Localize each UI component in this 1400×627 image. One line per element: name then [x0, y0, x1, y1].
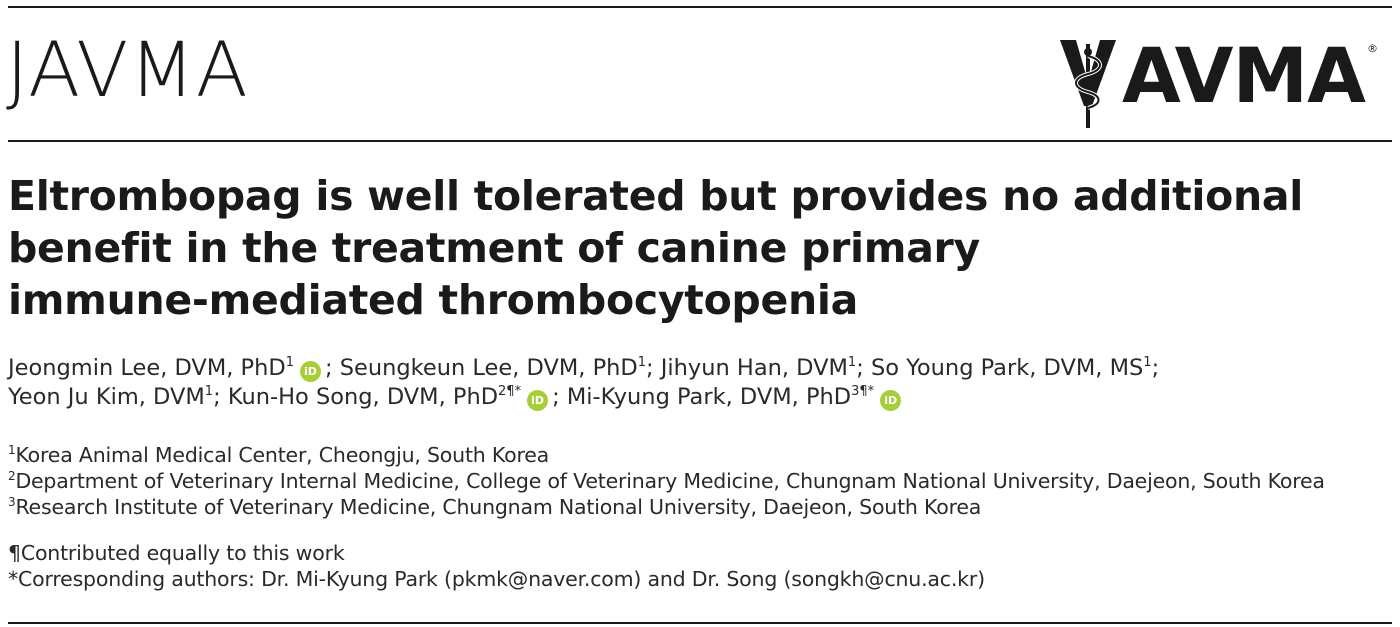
header-divider — [8, 140, 1392, 142]
author-line-1: Jeongmin Lee, DVM, PhD1iD; Seungkeun Lee… — [8, 354, 1392, 383]
equal-contribution-note: ¶Contributed equally to this work — [8, 541, 345, 565]
author-affiliation-sup: 1 — [637, 355, 647, 370]
affiliation-text: Korea Animal Medical Center, Cheongju, S… — [15, 443, 550, 467]
article-title: Eltrombopag is well tolerated but provid… — [8, 170, 1388, 326]
author-name: Yeon Ju Kim, DVM — [8, 384, 205, 410]
author-affiliation-sup: 1 — [285, 355, 294, 370]
author-affiliation-sup: 1 — [1143, 355, 1152, 370]
corresponding-author-note: *Corresponding authors: Dr. Mi-Kyung Par… — [8, 567, 985, 591]
author-separator: ; — [213, 384, 221, 410]
affiliation-sup: 3 — [8, 495, 16, 509]
author-name: Kun-Ho Song, DVM, PhD — [227, 384, 499, 410]
author-line-2: Yeon Ju Kim, DVM1; Kun-Ho Song, DVM, PhD… — [8, 383, 1392, 412]
author-separator: ; — [552, 384, 560, 410]
title-line: immune-mediated thrombocytopenia — [8, 276, 858, 324]
journal-name: JAVMA — [6, 25, 249, 114]
author-notes: ¶Contributed equally to this work *Corre… — [8, 540, 1392, 592]
affiliation-item: 1Korea Animal Medical Center, Cheongju, … — [8, 442, 1398, 468]
author-list: Jeongmin Lee, DVM, PhD1iD; Seungkeun Lee… — [8, 354, 1392, 412]
author-separator: ; — [856, 355, 864, 381]
caduceus-v-icon — [1060, 40, 1116, 128]
affiliation-sup: 2 — [8, 469, 16, 483]
bottom-rule — [8, 622, 1392, 624]
author-name: Seungkeun Lee, DVM, PhD — [339, 355, 638, 381]
author-name: Jeongmin Lee, DVM, PhD — [8, 355, 286, 381]
top-rule — [8, 6, 1392, 8]
orcid-icon[interactable]: iD — [527, 390, 549, 411]
author-affiliation-sup: 2¶* — [498, 384, 522, 399]
orcid-icon[interactable]: iD — [299, 361, 321, 382]
avma-logo[interactable]: AVMA ® — [1058, 36, 1378, 130]
affiliation-sup: 1 — [8, 443, 16, 457]
affiliation-text: Research Institute of Veterinary Medicin… — [15, 495, 982, 519]
title-line: Eltrombopag is well tolerated but provid… — [8, 172, 1304, 220]
registered-mark: ® — [1366, 42, 1378, 55]
author-affiliation-sup: 1 — [847, 355, 857, 370]
affiliation-list: 1Korea Animal Medical Center, Cheongju, … — [8, 442, 1398, 520]
affiliation-text: Department of Veterinary Internal Medici… — [15, 469, 1325, 493]
author-separator: ; — [324, 355, 333, 381]
title-line: benefit in the treatment of canine prima… — [8, 224, 980, 272]
affiliation-item: 2Department of Veterinary Internal Medic… — [8, 468, 1398, 494]
avma-logo-text: AVMA — [1122, 31, 1366, 120]
author-name: Mi-Kyung Park, DVM, PhD — [566, 384, 852, 410]
author-separator: ; — [646, 355, 654, 381]
author-name: So Young Park, DVM, MS — [870, 355, 1144, 381]
affiliation-item: 3Research Institute of Veterinary Medici… — [8, 494, 1398, 520]
author-affiliation-sup: 1 — [204, 384, 214, 399]
author-affiliation-sup: 3¶* — [851, 384, 875, 399]
author-name: Jihyun Han, DVM — [660, 355, 848, 381]
orcid-icon[interactable]: iD — [880, 390, 902, 411]
author-separator: ; — [1151, 355, 1160, 381]
